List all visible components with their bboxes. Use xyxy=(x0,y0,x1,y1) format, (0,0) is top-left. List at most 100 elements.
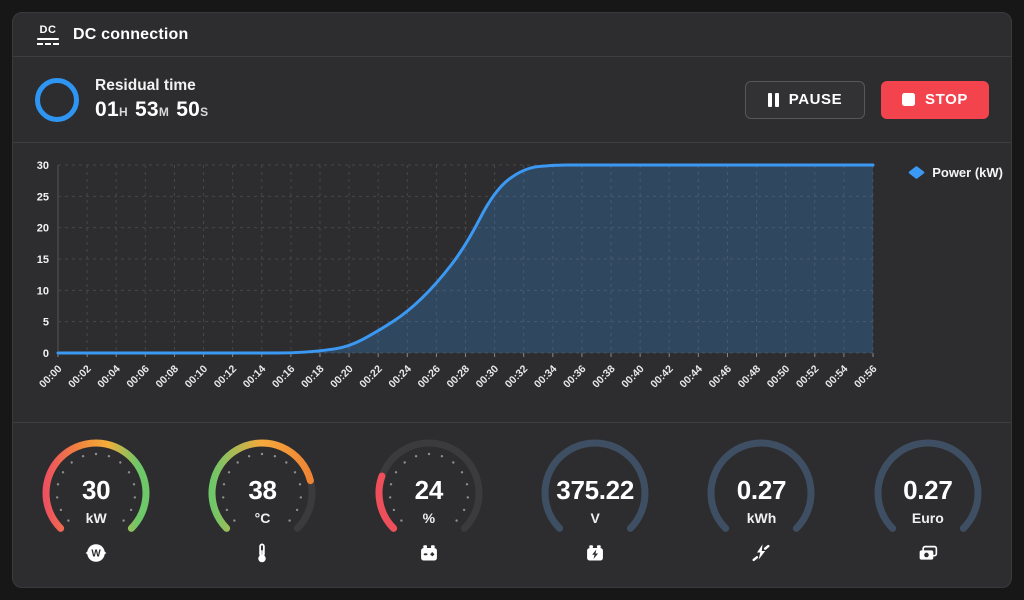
x-tick-label: 00:00 xyxy=(37,363,65,391)
gauge-tick-dot xyxy=(67,519,70,522)
gauge-tick-dot xyxy=(462,508,466,512)
x-tick-label: 00:26 xyxy=(415,363,443,391)
gauge-value: 38 xyxy=(248,475,277,505)
gauge-tick-dot xyxy=(285,461,288,464)
x-tick-label: 00:02 xyxy=(66,363,94,391)
gauge-tick-dot xyxy=(56,483,60,486)
gauge-tick-dot xyxy=(122,519,125,522)
x-tick-label: 00:20 xyxy=(328,363,356,391)
gauge-tick-dot xyxy=(288,519,292,522)
dc-current-icon: DC xyxy=(35,24,61,45)
gauge-tick-dot xyxy=(132,483,136,486)
gauge-tick-dot xyxy=(228,471,231,474)
pause-button[interactable]: PAUSE xyxy=(745,80,865,119)
gauge-unit: kWh xyxy=(746,510,777,526)
x-tick-label: 00:04 xyxy=(95,363,123,391)
gauge-tick-dot xyxy=(226,508,229,512)
stop-icon xyxy=(902,93,915,106)
money-icon xyxy=(917,541,939,565)
gauge-tick-dot xyxy=(414,455,418,458)
gauge-tick-dot xyxy=(127,471,131,474)
gauge-tick-dot xyxy=(130,508,133,512)
power-chart-section: 00:00 00:02 00:04 00:06 00:08 00:10 00:12 00:14… xyxy=(13,143,1011,423)
y-tick-label: 10 xyxy=(37,285,49,297)
gauge-tick-dot xyxy=(440,455,443,458)
gauge-kw: 30 kW W xyxy=(13,435,179,587)
gauge-fill xyxy=(42,439,150,532)
gauge-tick-dot xyxy=(296,508,299,512)
gauge-c: 38 °C xyxy=(179,435,345,587)
chart-legend: Power (kW) xyxy=(908,165,1003,180)
gauge-%: 24% xyxy=(346,435,512,587)
gauge-tick-dot xyxy=(394,471,398,474)
page-title: DC connection xyxy=(73,25,189,43)
gauge-tick-dot xyxy=(94,452,98,456)
x-tick-label: 00:06 xyxy=(124,363,152,391)
gauge-fill xyxy=(375,472,397,532)
y-tick-label: 15 xyxy=(37,254,49,266)
gauge-tick-dot xyxy=(248,455,251,458)
gauge-tick-dot xyxy=(389,483,393,486)
gauge-value: 30 xyxy=(82,475,111,505)
gauge-value: 0.27 xyxy=(903,475,953,505)
power-meter-icon: W xyxy=(85,541,107,565)
gauge-tick-dot xyxy=(61,471,65,474)
gauge-tick-dot xyxy=(82,455,85,458)
legend-marker-icon xyxy=(908,166,925,179)
gauge-tick-dot xyxy=(451,461,455,464)
gauge-tick-dot xyxy=(119,461,122,464)
gauge-value: 0.27 xyxy=(736,475,787,505)
gauge-arc xyxy=(541,439,649,532)
x-tick-label: 00:30 xyxy=(474,363,502,391)
x-tick-label: 00:44 xyxy=(677,363,705,391)
x-tick-label: 00:40 xyxy=(619,363,647,391)
gauge-tick-dot xyxy=(261,452,264,456)
x-tick-label: 00:42 xyxy=(648,363,676,391)
x-tick-label: 00:08 xyxy=(153,363,181,391)
gauge-tick-dot xyxy=(233,519,237,522)
gauge-unit: °C xyxy=(254,510,271,526)
x-tick-label: 00:52 xyxy=(794,363,822,391)
svg-text:W: W xyxy=(91,549,101,560)
y-tick-label: 20 xyxy=(37,223,49,235)
gauge-fill xyxy=(874,439,982,532)
x-tick-label: 00:50 xyxy=(765,363,793,391)
x-tick-label: 00:18 xyxy=(299,363,327,391)
y-tick-label: 0 xyxy=(43,348,49,360)
gauge-tick-dot xyxy=(59,508,63,512)
gauge-arc xyxy=(708,439,815,532)
gauge-arc xyxy=(42,439,150,532)
dc-connection-panel: DC DC connection Residual time 01H 53M 50S… xyxy=(12,12,1012,588)
residual-time-ring xyxy=(35,77,79,122)
gauge-tick-dot xyxy=(455,519,458,522)
gauge-value: 24 xyxy=(414,475,444,505)
gauge-tick-dot xyxy=(392,508,395,512)
x-tick-label: 00:48 xyxy=(736,363,764,391)
gauge-tick-dot xyxy=(56,496,59,499)
gauge-arc xyxy=(375,439,483,532)
x-tick-label: 00:24 xyxy=(386,363,414,391)
gauge-tick-dot xyxy=(294,471,297,474)
gauge-tick-dot xyxy=(299,483,302,486)
residual-time-value: 01H 53M 50S xyxy=(95,98,209,121)
gauge-tick-dot xyxy=(400,519,403,522)
action-buttons: PAUSE STOP xyxy=(745,80,989,119)
plug-energy-icon xyxy=(750,541,772,565)
x-tick-label: 00:38 xyxy=(590,363,618,391)
gauge-tick-dot xyxy=(133,496,137,499)
gauge-unit: % xyxy=(422,510,436,526)
gauge-unit: kW xyxy=(85,510,107,526)
series-area xyxy=(58,165,873,353)
battery-icon xyxy=(418,541,440,565)
y-tick-label: 30 xyxy=(37,160,49,172)
x-tick-label: 00:10 xyxy=(183,363,211,391)
stop-button[interactable]: STOP xyxy=(881,80,989,119)
gauges-row: 30 kW W 38 °C 24% 375.22 V 0.27 kWh 0.27 Euro xyxy=(13,423,1011,587)
gauge-euro: 0.27 Euro xyxy=(845,435,1011,587)
gauge-fill xyxy=(541,439,649,532)
gauge-tick-dot xyxy=(466,496,469,499)
x-tick-label: 00:12 xyxy=(212,363,240,391)
gauge-arc xyxy=(874,439,982,532)
gauge-unit: V xyxy=(590,510,600,526)
gauge-kwh: 0.27 kWh xyxy=(678,435,844,587)
